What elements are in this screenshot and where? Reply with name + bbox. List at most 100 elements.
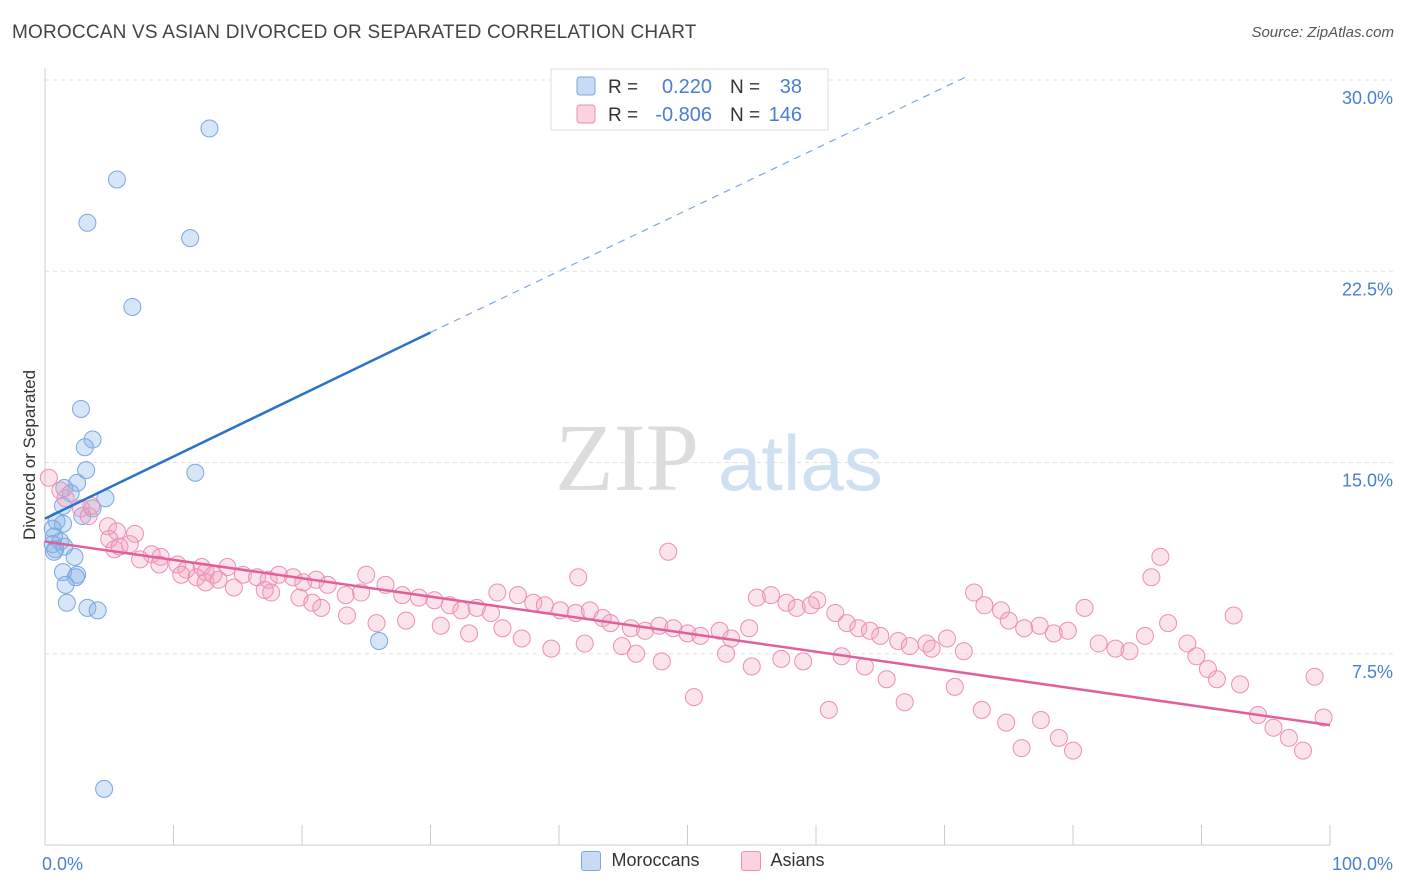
asian-point bbox=[187, 568, 206, 587]
asian-point bbox=[877, 670, 896, 689]
legend-swatch bbox=[576, 104, 596, 124]
asian-point bbox=[262, 583, 281, 602]
axes bbox=[44, 68, 1331, 846]
x-tick-label: 100.0% bbox=[1332, 854, 1393, 874]
asian-point bbox=[1231, 675, 1250, 694]
asian-point bbox=[889, 632, 908, 650]
moroccan-point bbox=[123, 297, 142, 316]
y-tick-label: 30.0% bbox=[1342, 88, 1393, 108]
moroccan-point bbox=[88, 601, 107, 620]
asian-point bbox=[107, 522, 126, 541]
moroccan-point bbox=[78, 213, 97, 232]
legend-n-value: 38 bbox=[780, 76, 802, 98]
moroccan-point bbox=[78, 598, 97, 617]
asian-point bbox=[1089, 634, 1108, 653]
legend-label-asians: Asians bbox=[770, 850, 825, 870]
asian-point bbox=[575, 634, 594, 653]
asian-point bbox=[1030, 616, 1049, 635]
asian-point bbox=[1198, 660, 1217, 679]
asian-point bbox=[742, 657, 761, 676]
trendlines bbox=[44, 74, 1331, 727]
legend-box bbox=[550, 68, 829, 131]
asian-point bbox=[1044, 624, 1063, 643]
legend-r-value: 0.220 bbox=[662, 76, 712, 98]
asian-point bbox=[1279, 728, 1298, 747]
moroccan-point bbox=[107, 170, 126, 189]
moroccan-point bbox=[95, 779, 114, 798]
asian-point bbox=[849, 619, 868, 638]
asian-point bbox=[337, 606, 356, 625]
x-tick-label: 0.0% bbox=[42, 854, 83, 874]
asian-point bbox=[972, 700, 991, 719]
asian-point bbox=[303, 593, 322, 612]
asian-point bbox=[460, 624, 479, 643]
asian-point bbox=[772, 649, 791, 668]
legend-label-moroccans: Moroccans bbox=[611, 850, 700, 870]
gridlines bbox=[45, 79, 1393, 655]
asian-point bbox=[318, 575, 337, 594]
moroccan-point bbox=[370, 632, 389, 650]
asian-point bbox=[452, 601, 471, 620]
moroccan-point bbox=[181, 229, 200, 248]
moroccan-point bbox=[57, 593, 76, 612]
asian-point bbox=[999, 611, 1018, 630]
asian-point bbox=[1305, 667, 1324, 686]
asian-point bbox=[1151, 547, 1170, 566]
asian-trendline bbox=[44, 540, 1331, 727]
asian-point bbox=[895, 693, 914, 712]
asian-point bbox=[938, 629, 957, 648]
asian-point bbox=[357, 565, 376, 584]
asian-point bbox=[954, 642, 973, 661]
legend-n-label: N = bbox=[730, 77, 760, 98]
asian-point bbox=[1058, 621, 1077, 640]
moroccan-point bbox=[77, 461, 96, 480]
moroccan-point bbox=[44, 542, 63, 561]
legend-swatch-moroccans bbox=[581, 850, 602, 871]
asian-point bbox=[98, 517, 117, 536]
asian-point bbox=[684, 688, 703, 707]
asian-point bbox=[945, 677, 964, 696]
asian-point bbox=[762, 586, 781, 605]
asian-point bbox=[747, 588, 766, 607]
asian-point bbox=[512, 629, 531, 648]
asian-point bbox=[837, 614, 856, 633]
asian-point bbox=[79, 507, 98, 526]
moroccan-point bbox=[71, 399, 90, 418]
asian-point bbox=[1159, 614, 1178, 633]
legend-n-value: 146 bbox=[769, 104, 802, 126]
asian-point bbox=[409, 588, 428, 607]
legend-swatch bbox=[576, 76, 596, 96]
asian-point bbox=[100, 530, 119, 548]
asian-point bbox=[1294, 741, 1313, 760]
asian-point bbox=[508, 586, 527, 605]
asian-point bbox=[488, 583, 507, 602]
asian-point bbox=[871, 626, 890, 645]
asian-point bbox=[659, 542, 678, 561]
legend-swatch-asians bbox=[740, 850, 761, 871]
y-tick-label: 7.5% bbox=[1352, 662, 1393, 682]
asian-point bbox=[393, 586, 412, 605]
asian-point bbox=[992, 601, 1011, 620]
moroccan-point bbox=[73, 507, 92, 526]
asian-point bbox=[569, 568, 588, 587]
asian-point bbox=[1049, 728, 1068, 747]
asian-point bbox=[900, 637, 919, 656]
asian-point bbox=[1264, 718, 1283, 737]
legend-n-label: N = bbox=[730, 105, 760, 126]
asian-point bbox=[1142, 568, 1161, 587]
watermark: ZIP atlas bbox=[555, 404, 883, 511]
asian-point bbox=[1064, 741, 1082, 760]
moroccan-point bbox=[56, 575, 75, 594]
asian-point bbox=[860, 621, 879, 640]
moroccan-point bbox=[75, 438, 94, 457]
asian-point bbox=[819, 700, 838, 719]
asian-point bbox=[1012, 739, 1031, 758]
chart-title: MOROCCAN VS ASIAN DIVORCED OR SEPARATED … bbox=[12, 22, 697, 43]
asian-point bbox=[917, 634, 936, 653]
asian-point bbox=[922, 639, 941, 658]
asian-point bbox=[787, 598, 806, 617]
legend-item-asians[interactable]: Asians bbox=[740, 850, 825, 871]
legend-item-moroccans[interactable]: Moroccans bbox=[581, 850, 699, 871]
asian-point bbox=[224, 578, 243, 597]
